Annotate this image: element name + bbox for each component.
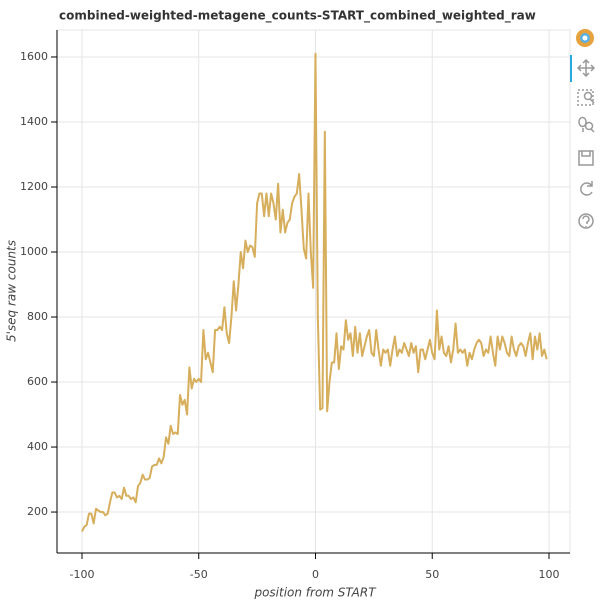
data-line <box>81 52 548 532</box>
box-zoom-tool[interactable] <box>577 89 595 106</box>
x-tick-label: 0 <box>312 568 319 581</box>
pan-tool[interactable] <box>576 58 596 78</box>
x-tick-label: -50 <box>190 568 208 581</box>
save-tool[interactable] <box>578 150 594 166</box>
y-tick-label: 1600 <box>20 50 48 63</box>
x-tick-label: -100 <box>70 568 95 581</box>
reset-tool[interactable] <box>580 181 593 196</box>
y-tick-label: 1200 <box>20 180 48 193</box>
y-tick-label: 600 <box>27 375 48 388</box>
y-tick-label: 200 <box>27 505 48 518</box>
y-tick-label: 800 <box>27 310 48 323</box>
y-tick-label: 400 <box>27 440 48 453</box>
y-axis-label: 5'seq raw counts <box>5 240 19 342</box>
x-axis-label: position from START <box>253 586 377 600</box>
help-tool[interactable] <box>578 213 594 229</box>
wheel-zoom-tool[interactable] <box>578 116 595 133</box>
bokeh-logo[interactable] <box>576 29 594 47</box>
toolbar <box>570 29 596 229</box>
y-tick-label: 1400 <box>20 115 48 128</box>
chart-title: combined-weighted-metagene_counts-START_… <box>59 9 536 24</box>
plot-frame <box>56 29 571 554</box>
marks <box>81 52 548 532</box>
x-tick-label: 50 <box>425 568 439 581</box>
x-tick-label: 100 <box>538 568 559 581</box>
y-tick-label: 1000 <box>20 245 48 258</box>
